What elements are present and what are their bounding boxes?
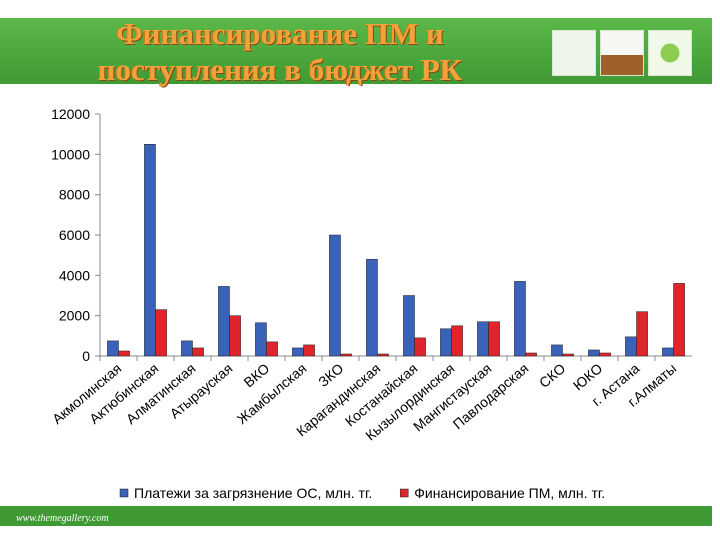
bar	[514, 281, 526, 357]
bar	[118, 350, 130, 357]
bar	[477, 321, 489, 357]
footer-band	[0, 506, 712, 526]
bar	[377, 353, 389, 357]
y-tick-label: 6000	[59, 227, 90, 243]
bar	[329, 234, 341, 357]
y-tick-label: 4000	[59, 267, 90, 283]
bar	[588, 349, 600, 357]
bar	[292, 347, 304, 357]
bar	[155, 309, 167, 357]
bar	[551, 344, 563, 357]
bar	[440, 328, 452, 357]
bar	[625, 336, 637, 357]
bar	[525, 352, 537, 357]
bar	[181, 340, 193, 357]
chart-title: Финансирование ПМ и поступления в бюджет…	[97, 16, 463, 87]
bar	[673, 283, 685, 357]
bar	[488, 321, 500, 357]
x-tick-label: Жамбылская	[234, 360, 310, 427]
y-tick-label: 2000	[59, 308, 90, 324]
legend-swatch	[119, 488, 129, 498]
bar	[340, 353, 352, 357]
y-tick-label: 10000	[51, 146, 90, 162]
bar	[144, 144, 156, 357]
y-tick-label: 8000	[59, 187, 90, 203]
footer-text: www.themegallery.com	[16, 513, 109, 524]
bar	[414, 337, 426, 357]
bar	[599, 352, 611, 357]
x-tick-label: СКО	[536, 360, 569, 391]
header-image	[600, 30, 644, 76]
bar	[266, 341, 278, 357]
bar	[636, 311, 648, 357]
legend-swatch	[399, 488, 409, 498]
bar	[229, 315, 241, 357]
bar	[403, 295, 415, 357]
bar	[303, 344, 315, 357]
header-image	[648, 30, 692, 76]
bar	[255, 322, 267, 357]
bar	[662, 347, 674, 357]
bar	[562, 353, 574, 357]
y-tick-label: 0	[82, 348, 90, 364]
bar	[107, 340, 119, 357]
bar	[218, 286, 230, 357]
bar	[451, 325, 463, 357]
legend-label: Платежи за загрязнение ОС, млн. тг.	[134, 485, 372, 501]
bar	[366, 258, 378, 357]
header-image	[552, 30, 596, 76]
legend-label: Финансирование ПМ, млн. тг.	[414, 485, 605, 501]
y-tick-label: 12000	[51, 106, 90, 122]
bar	[192, 347, 204, 357]
